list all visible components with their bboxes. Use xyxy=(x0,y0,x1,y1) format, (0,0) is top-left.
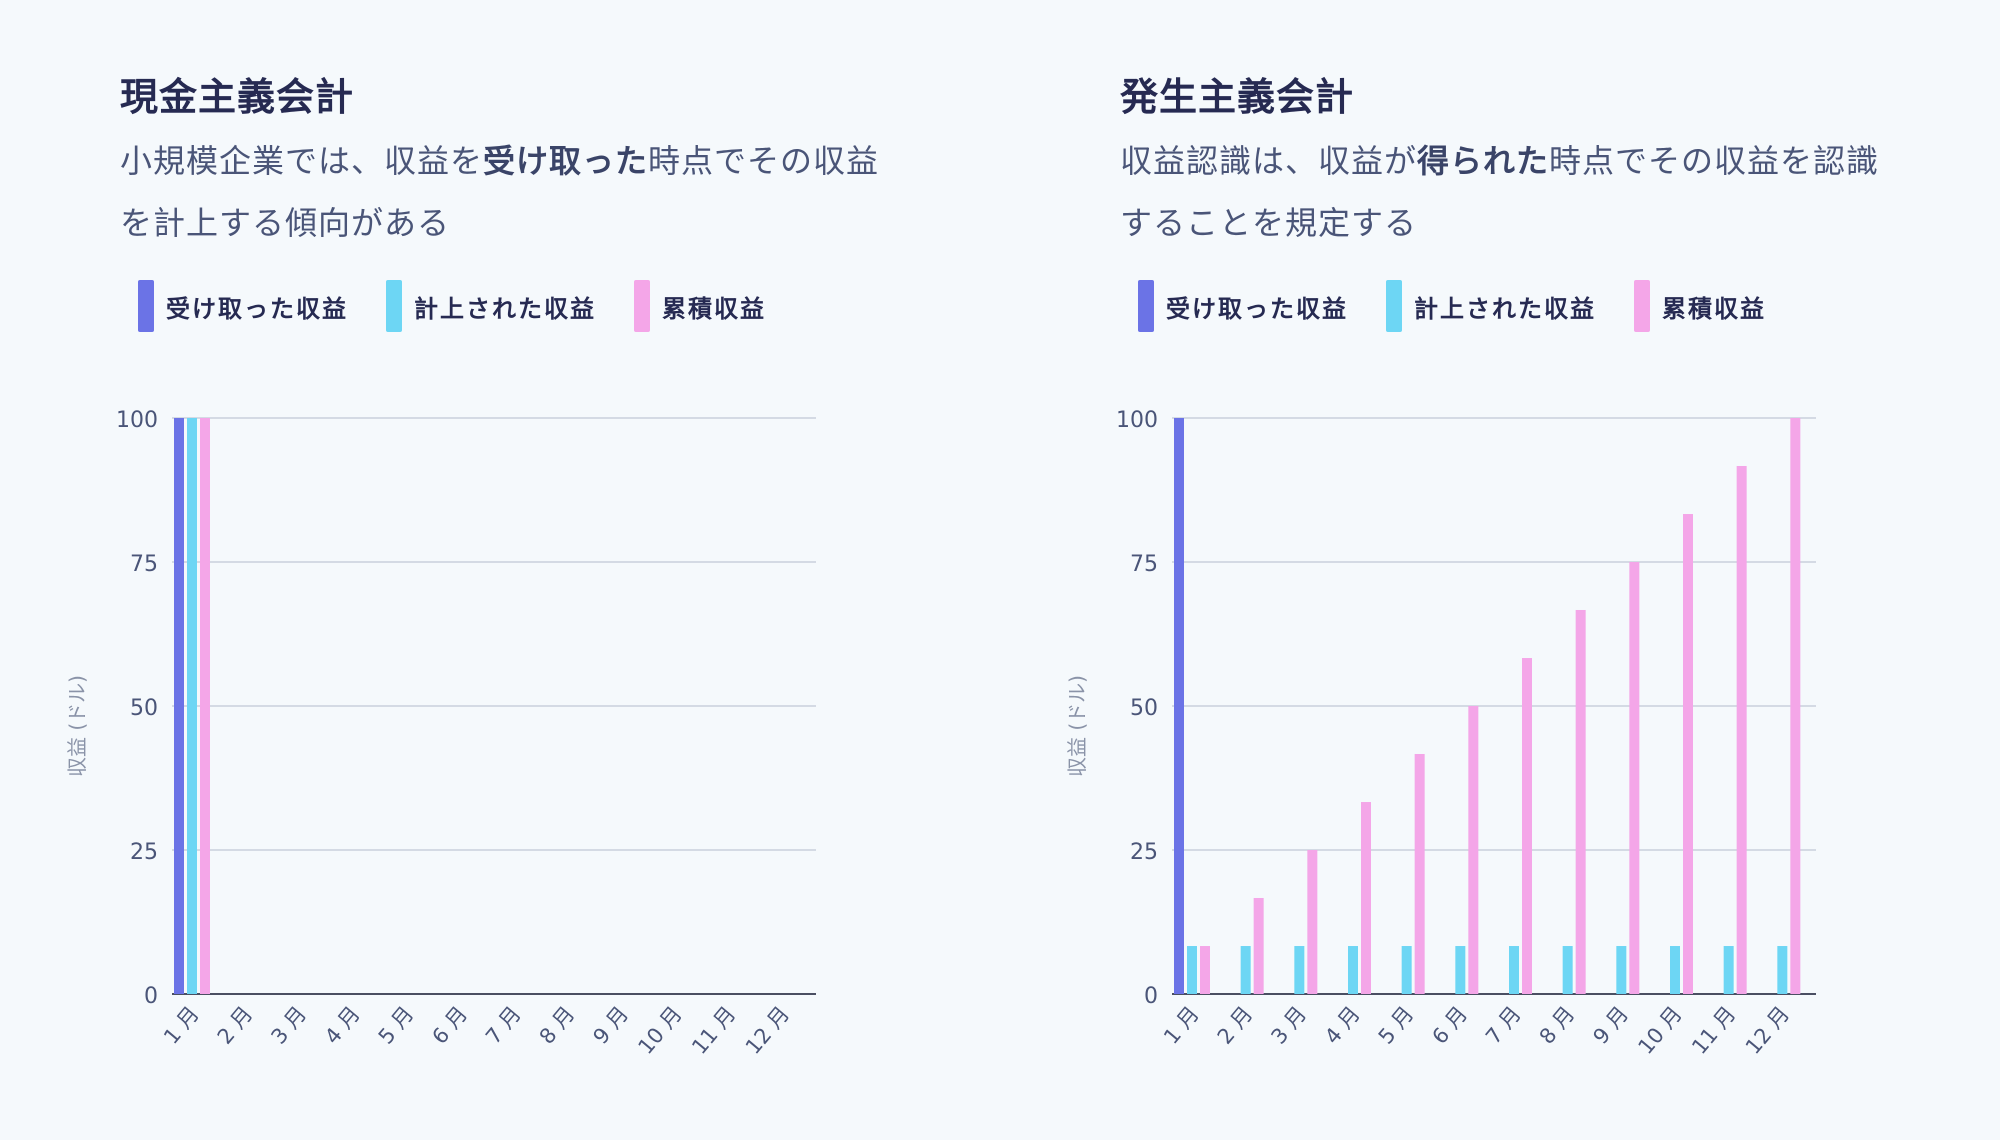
legend-swatch-received xyxy=(1138,280,1154,332)
x-tick-label: 1 月 xyxy=(159,1002,204,1049)
bar-cumulative xyxy=(1307,850,1318,994)
x-tick-label: 9 月 xyxy=(588,1002,633,1049)
legend-swatch-cumulative xyxy=(1634,280,1650,332)
x-tick-label: 3 月 xyxy=(1266,1002,1311,1049)
x-tick-label: 6 月 xyxy=(1427,1002,1472,1049)
bar-recorded xyxy=(1616,946,1627,994)
x-tick-label: 10 月 xyxy=(633,1002,686,1059)
legend-swatch-cumulative xyxy=(634,280,650,332)
bar-cumulative xyxy=(1414,753,1425,994)
y-tick-label: 25 xyxy=(1130,840,1158,865)
desc-text: 時点でその収益を認識することを規定する xyxy=(1120,142,1880,242)
legend-label: 計上された収益 xyxy=(414,294,596,323)
legend-item-recorded: 計上された収益 xyxy=(1386,280,1596,332)
y-tick-label: 0 xyxy=(144,984,158,1009)
panel-title: 現金主義会計 xyxy=(120,75,355,119)
x-tick-label: 2 月 xyxy=(1213,1002,1258,1049)
x-tick-label: 12 月 xyxy=(741,1002,794,1059)
x-tick-label: 11 月 xyxy=(687,1002,740,1059)
bar-cumulative xyxy=(1253,897,1264,994)
bar-recorded xyxy=(187,418,197,994)
y-tick-label: 25 xyxy=(130,840,158,865)
bar-cumulative xyxy=(1736,465,1747,994)
legend-item-received: 受け取った収益 xyxy=(1138,280,1348,332)
desc-text: 収益認識は、収益が xyxy=(1120,142,1418,180)
bar-recorded xyxy=(1455,946,1466,994)
bar-recorded xyxy=(1509,946,1519,994)
legend-item-received: 受け取った収益 xyxy=(138,280,348,332)
x-tick-label: 4 月 xyxy=(1320,1002,1365,1049)
x-tick-label: 5 月 xyxy=(374,1002,419,1049)
y-axis-label: 収益 (ドル) xyxy=(1065,675,1089,777)
bar-recorded xyxy=(1240,946,1251,994)
bar-received xyxy=(174,418,184,994)
x-tick-label: 8 月 xyxy=(535,1002,580,1049)
x-tick-label: 1 月 xyxy=(1159,1002,1204,1049)
desc-emphasis: 受け取った xyxy=(483,142,649,180)
bar-cumulative xyxy=(1683,514,1693,994)
x-tick-label: 4 月 xyxy=(320,1002,365,1049)
bar-recorded xyxy=(1348,946,1358,994)
legend-swatch-recorded xyxy=(1386,280,1402,332)
x-tick-label: 12 月 xyxy=(1741,1002,1794,1059)
x-tick-label: 11 月 xyxy=(1687,1002,1740,1059)
bar-recorded xyxy=(1187,946,1197,994)
legend-item-recorded: 計上された収益 xyxy=(386,280,596,332)
legend-label: 計上された収益 xyxy=(1414,294,1596,323)
bar-cumulative xyxy=(1575,609,1586,994)
bar-cumulative xyxy=(1200,946,1210,994)
bar-cumulative xyxy=(1468,706,1479,994)
y-axis-label: 収益 (ドル) xyxy=(65,675,89,777)
x-tick-label: 10 月 xyxy=(1633,1002,1686,1059)
panel-description: 収益認識は、収益が得られた時点でその収益を認識することを規定する xyxy=(1120,130,1880,254)
y-tick-label: 75 xyxy=(130,552,158,577)
y-tick-label: 50 xyxy=(130,696,158,721)
legend-swatch-recorded xyxy=(386,280,402,332)
legend-label: 累積収益 xyxy=(1662,294,1766,323)
desc-text: 時点でその収益を計上する傾向がある xyxy=(120,142,880,242)
x-tick-label: 7 月 xyxy=(1481,1002,1526,1049)
y-tick-label: 100 xyxy=(1116,408,1158,433)
y-tick-label: 50 xyxy=(1130,696,1158,721)
bar-recorded xyxy=(1777,946,1788,994)
bar-cumulative xyxy=(1629,562,1640,994)
x-tick-label: 9 月 xyxy=(1588,1002,1633,1049)
x-tick-label: 8 月 xyxy=(1535,1002,1580,1049)
x-tick-label: 7 月 xyxy=(481,1002,526,1049)
bar-recorded xyxy=(1562,946,1573,994)
cash-basis-panel: 現金主義会計 小規模企業では、収益を受け取った時点でその収益を計上する傾向がある… xyxy=(0,0,920,1140)
bar-recorded xyxy=(1723,946,1734,994)
y-tick-label: 75 xyxy=(1130,552,1158,577)
bar-cumulative xyxy=(1790,418,1801,994)
bar-received xyxy=(1174,418,1184,994)
bar-cumulative xyxy=(1361,802,1371,994)
bar-cumulative xyxy=(1522,658,1532,994)
desc-text: 小規模企業では、収益を xyxy=(120,142,484,180)
accrual-basis-panel: 発生主義会計 収益認識は、収益が得られた時点でその収益を認識することを規定する … xyxy=(1000,0,1920,1140)
x-tick-label: 6 月 xyxy=(427,1002,472,1049)
panel-description: 小規模企業では、収益を受け取った時点でその収益を計上する傾向がある xyxy=(120,130,880,254)
desc-emphasis: 得られた xyxy=(1417,142,1550,180)
bar-recorded xyxy=(1670,946,1680,994)
x-tick-label: 5 月 xyxy=(1374,1002,1419,1049)
bar-cumulative xyxy=(200,418,210,994)
y-tick-label: 100 xyxy=(116,408,158,433)
legend-item-cumulative: 累積収益 xyxy=(1634,280,1766,332)
panel-title: 発生主義会計 xyxy=(1120,75,1355,119)
legend-label: 累積収益 xyxy=(662,294,766,323)
legend-label: 受け取った収益 xyxy=(166,294,348,323)
bar-recorded xyxy=(1294,946,1305,994)
y-tick-label: 0 xyxy=(1144,984,1158,1009)
legend-swatch-received xyxy=(138,280,154,332)
legend-label: 受け取った収益 xyxy=(1166,294,1348,323)
x-tick-label: 2 月 xyxy=(213,1002,258,1049)
bar-recorded xyxy=(1401,946,1412,994)
legend-item-cumulative: 累積収益 xyxy=(634,280,766,332)
x-tick-label: 3 月 xyxy=(266,1002,311,1049)
